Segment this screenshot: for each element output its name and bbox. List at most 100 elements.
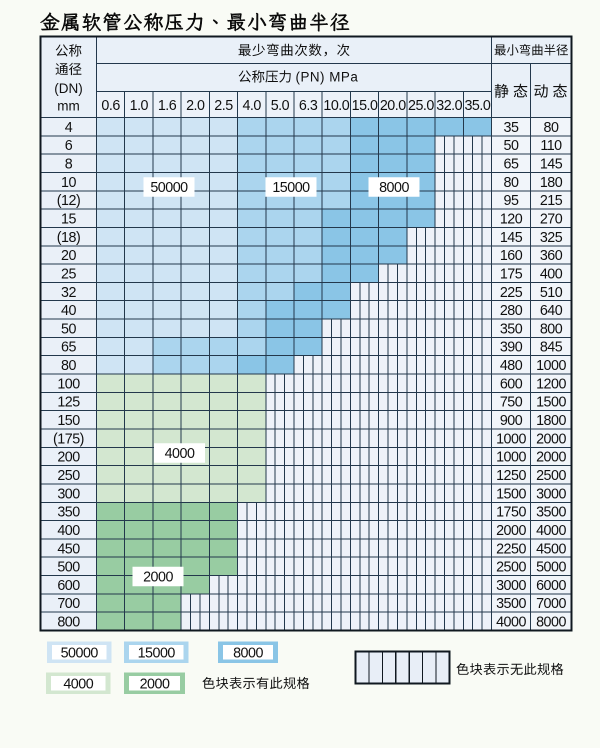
svg-text:50000: 50000 — [150, 180, 188, 196]
svg-text:510: 510 — [540, 285, 563, 301]
svg-text:32: 32 — [61, 285, 76, 301]
svg-text:35.0: 35.0 — [464, 98, 490, 114]
svg-text:15000: 15000 — [272, 180, 310, 196]
svg-text:1200: 1200 — [536, 376, 566, 392]
svg-text:145: 145 — [500, 230, 523, 246]
svg-text:65: 65 — [504, 157, 519, 173]
svg-text:2250: 2250 — [496, 541, 526, 557]
svg-text:845: 845 — [540, 340, 563, 356]
svg-text:35: 35 — [504, 120, 519, 136]
svg-text:95: 95 — [504, 193, 519, 209]
svg-text:800: 800 — [57, 615, 80, 631]
svg-text:180: 180 — [540, 175, 563, 191]
svg-text:10: 10 — [61, 175, 76, 191]
svg-text:1800: 1800 — [536, 413, 566, 429]
svg-text:3500: 3500 — [496, 596, 526, 612]
svg-text:1500: 1500 — [536, 395, 566, 411]
svg-text:350: 350 — [500, 321, 523, 337]
svg-text:40: 40 — [61, 303, 76, 319]
svg-text:0.6: 0.6 — [101, 98, 120, 114]
svg-text:600: 600 — [500, 376, 523, 392]
svg-text:15.0: 15.0 — [352, 98, 378, 114]
svg-text:1000: 1000 — [536, 358, 566, 374]
svg-text:175: 175 — [500, 266, 523, 282]
svg-text:900: 900 — [500, 413, 523, 429]
svg-text:4.0: 4.0 — [242, 98, 261, 114]
svg-text:2000: 2000 — [140, 676, 170, 692]
svg-text:20.0: 20.0 — [380, 98, 406, 114]
svg-text:400: 400 — [540, 266, 563, 282]
svg-text:4000: 4000 — [536, 523, 566, 539]
svg-text:120: 120 — [500, 211, 523, 227]
svg-text:(12): (12) — [57, 193, 80, 209]
svg-text:4: 4 — [65, 120, 73, 136]
svg-text:2500: 2500 — [496, 560, 526, 576]
svg-text:1000: 1000 — [496, 450, 526, 466]
svg-text:1750: 1750 — [496, 505, 526, 521]
svg-text:350: 350 — [57, 505, 80, 521]
svg-text:5.0: 5.0 — [271, 98, 290, 114]
svg-text:1250: 1250 — [496, 468, 526, 484]
svg-text:5000: 5000 — [536, 560, 566, 576]
svg-text:200: 200 — [57, 450, 80, 466]
svg-text:6000: 6000 — [536, 578, 566, 594]
svg-text:450: 450 — [57, 541, 80, 557]
svg-text:145: 145 — [540, 157, 563, 173]
svg-text:3000: 3000 — [496, 578, 526, 594]
svg-text:700: 700 — [57, 596, 80, 612]
svg-text:100: 100 — [57, 376, 80, 392]
svg-text:8000: 8000 — [379, 180, 409, 196]
svg-text:2000: 2000 — [536, 450, 566, 466]
svg-text:270: 270 — [540, 211, 563, 227]
svg-text:110: 110 — [540, 138, 562, 154]
svg-text:65: 65 — [61, 340, 76, 356]
svg-text:225: 225 — [500, 285, 523, 301]
svg-text:600: 600 — [57, 578, 80, 594]
svg-text:25: 25 — [61, 266, 76, 282]
svg-text:125: 125 — [57, 395, 80, 411]
svg-text:390: 390 — [500, 340, 523, 356]
svg-text:8000: 8000 — [536, 615, 566, 631]
svg-text:800: 800 — [540, 321, 563, 337]
svg-text:2000: 2000 — [536, 431, 566, 447]
svg-text:750: 750 — [500, 395, 523, 411]
svg-text:150: 150 — [57, 413, 80, 429]
svg-text:2.0: 2.0 — [186, 98, 205, 114]
svg-text:32.0: 32.0 — [436, 98, 462, 114]
svg-text:2500: 2500 — [536, 468, 566, 484]
svg-text:15: 15 — [61, 211, 76, 227]
svg-text:1500: 1500 — [496, 486, 526, 502]
svg-text:50000: 50000 — [61, 645, 99, 661]
svg-text:4000: 4000 — [165, 446, 195, 462]
svg-text:25.0: 25.0 — [408, 98, 434, 114]
svg-text:4000: 4000 — [496, 615, 526, 631]
svg-text:8: 8 — [65, 157, 73, 173]
svg-text:280: 280 — [500, 303, 523, 319]
svg-text:325: 325 — [540, 230, 563, 246]
svg-text:1.6: 1.6 — [158, 98, 177, 114]
svg-text:(18): (18) — [57, 230, 80, 246]
svg-text:3000: 3000 — [536, 486, 566, 502]
svg-text:15000: 15000 — [138, 645, 176, 661]
svg-text:6.3: 6.3 — [299, 98, 318, 114]
svg-text:215: 215 — [540, 193, 563, 209]
svg-text:640: 640 — [540, 303, 563, 319]
svg-text:(DN): (DN) — [54, 81, 83, 96]
svg-text:20: 20 — [61, 248, 76, 264]
svg-text:80: 80 — [504, 175, 519, 191]
svg-text:300: 300 — [57, 486, 80, 502]
svg-text:7000: 7000 — [536, 596, 566, 612]
svg-text:50: 50 — [504, 138, 519, 154]
svg-text:500: 500 — [57, 560, 80, 576]
svg-text:50: 50 — [61, 321, 76, 337]
svg-text:160: 160 — [500, 248, 523, 264]
svg-text:6: 6 — [65, 138, 73, 154]
svg-text:400: 400 — [57, 523, 80, 539]
svg-text:80: 80 — [544, 120, 559, 136]
svg-text:(175): (175) — [53, 431, 84, 447]
svg-text:250: 250 — [57, 468, 80, 484]
svg-text:1.0: 1.0 — [130, 98, 149, 114]
svg-text:4500: 4500 — [536, 541, 566, 557]
svg-text:mm: mm — [57, 99, 80, 114]
svg-text:10.0: 10.0 — [323, 98, 349, 114]
